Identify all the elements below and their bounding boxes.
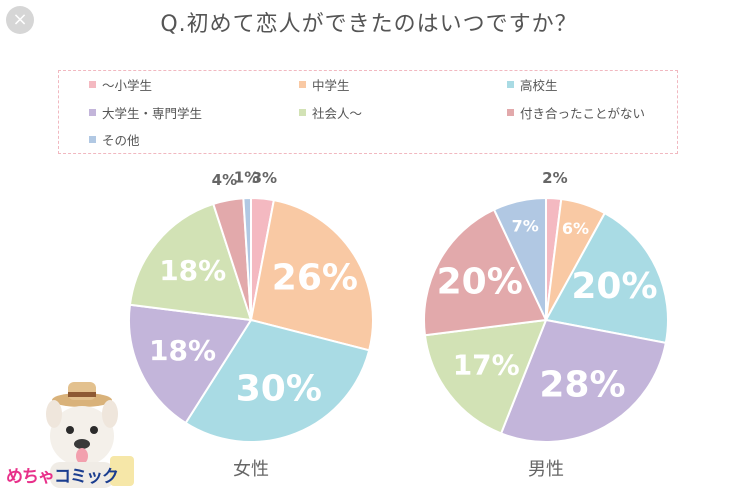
brand-logo: めちゃコミック (6, 462, 119, 487)
legend-label: 中学生 (312, 78, 350, 93)
legend-swatch (299, 109, 306, 116)
legend-label: その他 (102, 133, 140, 148)
pie-data-label: 26% (272, 257, 358, 298)
legend-label: 高校生 (520, 78, 558, 93)
pie-data-label: 4% (212, 171, 237, 189)
pie-data-label: 20% (437, 262, 523, 303)
legend-swatch (507, 109, 514, 116)
legend-item: 付き合ったことがない (507, 103, 645, 122)
legend-label: ～小学生 (102, 78, 153, 93)
legend-item: 社会人～ (299, 103, 362, 122)
pie-slice (249, 198, 374, 352)
brand-logo-part: めちゃ (6, 467, 55, 487)
legend-swatch (89, 81, 96, 88)
pie-slice (492, 196, 547, 321)
legend-swatch (89, 109, 96, 116)
pie-data-label: 28% (539, 364, 625, 405)
pie-slice (128, 303, 253, 425)
pie-data-label: 30% (236, 368, 322, 409)
close-button[interactable]: × (6, 6, 34, 34)
pie-slice (423, 318, 548, 435)
pie-data-label: 20% (571, 266, 657, 307)
chart-caption: 男性 (528, 459, 564, 480)
legend-swatch (299, 81, 306, 88)
pie-slice (423, 208, 548, 337)
pie-data-label: 1% (234, 169, 259, 187)
pie-slice (184, 318, 371, 443)
brand-logo-part: コミック (54, 467, 119, 487)
close-icon: × (12, 9, 28, 30)
legend-swatch (89, 136, 96, 143)
legend-swatch (507, 81, 514, 88)
pie-data-label: 18% (149, 334, 216, 367)
pie-data-label: 17% (453, 348, 520, 381)
pie-slice (242, 196, 252, 321)
legend-item: ～小学生 (89, 75, 152, 94)
pie-data-label: 3% (252, 169, 277, 187)
pie-data-label: 6% (562, 219, 589, 238)
pie-data-label: 7% (512, 217, 539, 236)
pie-data-label: 18% (159, 254, 226, 287)
legend-item: 中学生 (299, 75, 350, 94)
legend-label: 大学生・専門学生 (102, 106, 203, 121)
pie-slice (128, 202, 253, 322)
pie-slice (499, 318, 668, 443)
legend: ～小学生 中学生 高校生 大学生・専門学生 社会人～ 付き合ったことがない その… (58, 70, 678, 154)
chart-caption: 女性 (233, 459, 269, 480)
legend-item: 高校生 (507, 75, 558, 94)
page-title: Q.初めて恋人ができたのはいつですか？ (160, 12, 578, 37)
legend-label: 付き合ったことがない (520, 106, 646, 121)
mascot-dog-illustration (46, 382, 134, 488)
legend-label: 社会人～ (312, 106, 363, 121)
legend-item: その他 (89, 130, 140, 149)
pie-data-label: 2% (542, 169, 567, 187)
pie-slice (544, 211, 669, 345)
legend-item: 大学生・専門学生 (89, 103, 202, 122)
